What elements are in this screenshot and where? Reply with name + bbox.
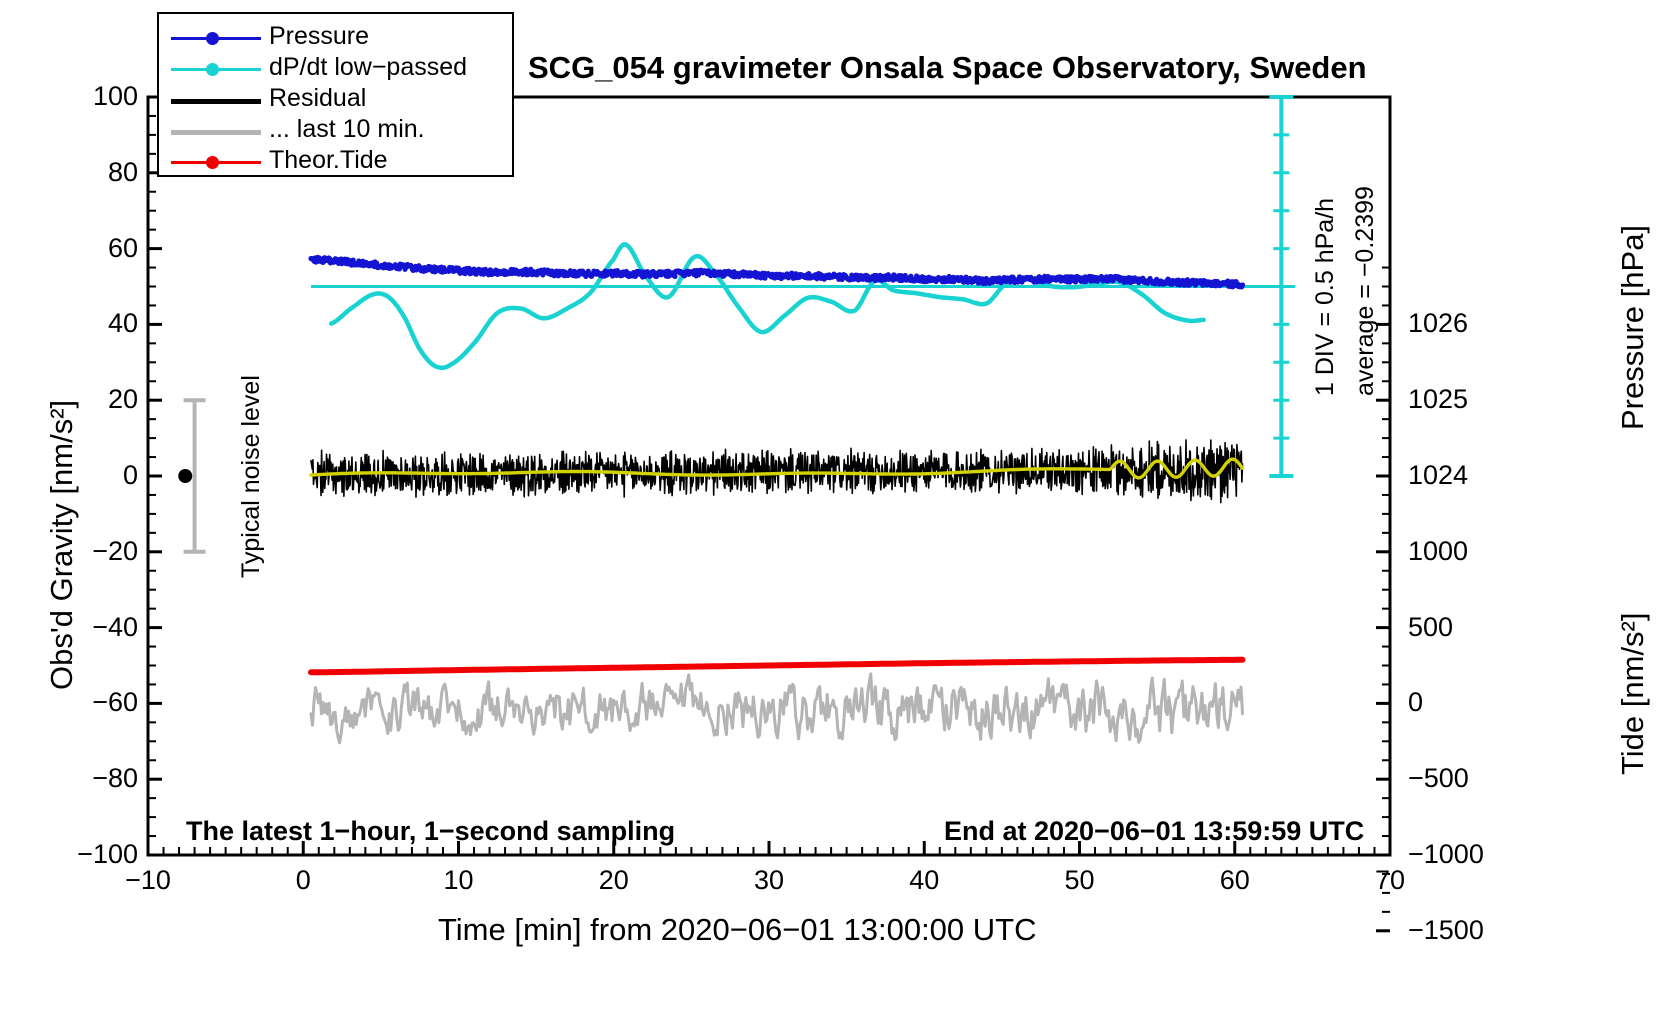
- scale-average-label: average = −0.2399: [1351, 186, 1379, 396]
- right_tide-tick-label: 0: [1408, 687, 1424, 718]
- x-tick-label: 60: [1219, 865, 1250, 895]
- pressure-sample-point: [963, 274, 969, 280]
- right_tide-tick-label: 500: [1408, 611, 1454, 642]
- series-theoretical-tide: [308, 656, 1246, 676]
- x-tick-label: −10: [125, 865, 171, 895]
- scale-division-label: 1 DIV = 0.5 hPa/h: [1311, 197, 1339, 396]
- legend-label: Theor.Tide: [269, 146, 388, 174]
- legend-item[interactable]: ... last 10 min.: [159, 115, 512, 147]
- y-tick-label: 100: [92, 81, 138, 111]
- legend-dot-marker: [206, 63, 219, 76]
- legend-label: dP/dt low−passed: [269, 53, 468, 81]
- legend-label: ... last 10 min.: [269, 115, 425, 143]
- series-dpdt-lowpassed: [328, 242, 1206, 371]
- x-tick-label: 70: [1374, 865, 1406, 895]
- chart-legend: Pressure dP/dt low−passed Residual ... last…: [157, 12, 514, 177]
- noise-level-label: Typical noise level: [237, 375, 265, 578]
- right_tide-tick-label: 1000: [1408, 535, 1469, 566]
- pressure-sample-point: [672, 273, 678, 279]
- legend-item[interactable]: dP/dt low−passed: [159, 53, 512, 85]
- y-tick-label: −100: [77, 839, 138, 869]
- pressure-axis-title: Pressure [hPa]: [1615, 224, 1650, 430]
- y-tick-label: 20: [107, 384, 138, 415]
- x-axis-title: Time [min] from 2020−06−01 13:00:00 UTC: [438, 912, 1037, 947]
- legend-dot-marker: [206, 156, 219, 169]
- right_tide-tick-label: −500: [1408, 763, 1469, 794]
- noise-center-dot: [178, 469, 193, 483]
- legend-item[interactable]: Residual: [159, 84, 512, 116]
- pressure-sample-point: [1239, 282, 1246, 288]
- y-tick-label: 60: [107, 232, 138, 263]
- x-tick-label: 30: [753, 865, 785, 895]
- legend-item[interactable]: Theor.Tide: [159, 146, 512, 178]
- right_pressure-tick-label: 1026: [1408, 308, 1469, 339]
- y-tick-label: −20: [92, 535, 138, 566]
- pressure-sample-point: [1184, 277, 1190, 283]
- right_tide-tick-label: −1500: [1408, 914, 1484, 945]
- x-tick-label: 10: [443, 865, 474, 895]
- sampling-note: The latest 1−hour, 1−second sampling: [186, 816, 676, 846]
- series-residual-smoothed: [309, 457, 1245, 480]
- right_tide-tick-label: −1000: [1408, 839, 1484, 869]
- y-tick-label: 80: [107, 156, 138, 187]
- x-tick-label: 20: [598, 865, 629, 895]
- y-tick-label: 40: [107, 308, 138, 339]
- end-time-note: End at 2020−06−01 13:59:59 UTC: [944, 816, 1365, 846]
- y-tick-label: −60: [92, 687, 138, 718]
- chart-title: SCG_054 gravimeter Onsala Space Observat…: [528, 50, 1367, 85]
- legend-dot-marker: [206, 32, 219, 45]
- y-tick-label: −80: [92, 763, 138, 794]
- series-last-10-min: [309, 672, 1244, 745]
- right_pressure-tick-label: 1025: [1408, 384, 1469, 415]
- tide-axis-title: Tide [nm/s²]: [1615, 612, 1650, 776]
- series-residual: [310, 439, 1244, 504]
- pressure-sample-point: [374, 260, 380, 266]
- x-tick-label: 40: [909, 865, 940, 895]
- right_pressure-tick-label: 1024: [1408, 460, 1469, 490]
- legend-label: Residual: [269, 84, 367, 112]
- pressure-sample-point: [350, 257, 356, 263]
- x-tick-label: 50: [1064, 865, 1095, 895]
- x-tick-label: 0: [295, 865, 311, 895]
- legend-item[interactable]: Pressure: [159, 22, 512, 54]
- legend-label: Pressure: [269, 22, 370, 50]
- y-tick-label: −40: [92, 611, 138, 642]
- legend-line-swatch: [171, 99, 261, 104]
- legend-line-swatch: [171, 130, 261, 135]
- y-tick-label: 0: [122, 460, 138, 490]
